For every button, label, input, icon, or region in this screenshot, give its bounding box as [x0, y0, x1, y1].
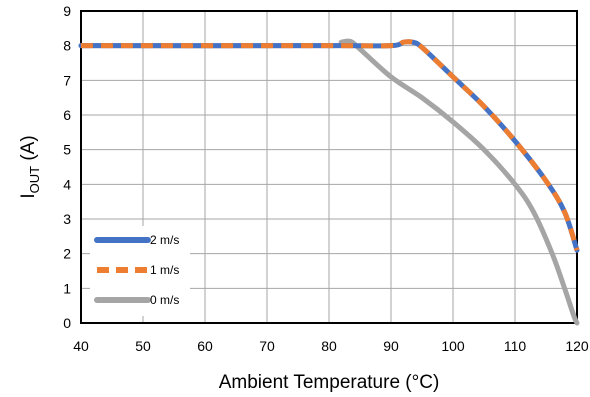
x-tick-label: 70	[259, 338, 275, 354]
x-tick-label: 80	[321, 338, 337, 354]
y-axis-label-subscript: OUT	[27, 166, 42, 194]
y-tick-label: 8	[63, 38, 71, 54]
legend: 2 m/s 1 m/s 0 m/s	[94, 233, 179, 307]
y-tick-label: 7	[63, 72, 71, 88]
legend-label: 2 m/s	[150, 233, 179, 247]
y-axis-ticks: 0 1 2 3 4 5 6 7 8 9	[63, 3, 71, 331]
series-layer	[78, 38, 580, 326]
series-line-1-m-s	[81, 39, 580, 251]
y-axis-label: IOUT (A)	[18, 135, 42, 198]
x-axis-ticks: 40 50 60 70 80 90 100 110 120	[73, 338, 589, 354]
x-tick-label: 40	[73, 338, 89, 354]
y-tick-label: 3	[63, 211, 71, 227]
y-axis-label-suffix: (A)	[18, 135, 39, 166]
y-tick-label: 4	[63, 176, 71, 192]
legend-label: 1 m/s	[150, 263, 179, 277]
plot-area-frame	[80, 10, 578, 324]
x-axis-label: Ambient Temperature (°C)	[219, 372, 440, 393]
x-tick-label: 120	[565, 338, 589, 354]
x-tick-label: 60	[197, 338, 213, 354]
x-tick-label: 100	[441, 338, 465, 354]
x-tick-label: 90	[383, 338, 399, 354]
legend-label: 0 m/s	[150, 293, 179, 307]
x-tick-label: 110	[504, 338, 527, 354]
y-tick-label: 1	[63, 280, 71, 296]
x-tick-label: 50	[135, 338, 151, 354]
y-tick-label: 9	[63, 3, 71, 19]
y-tick-label: 2	[63, 246, 71, 262]
y-tick-label: 0	[63, 315, 71, 331]
y-tick-label: 5	[63, 142, 71, 158]
y-axis-label-main: I	[18, 193, 39, 198]
y-tick-label: 6	[63, 107, 71, 123]
